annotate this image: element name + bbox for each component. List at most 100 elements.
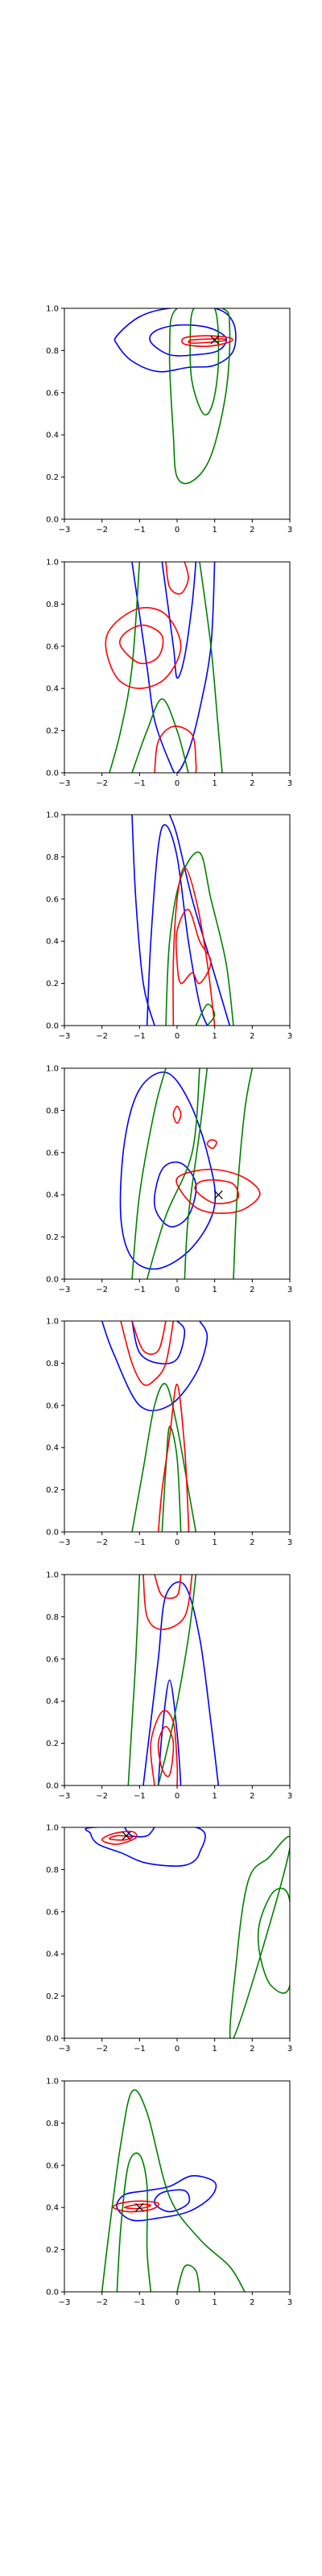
blue-contour-1	[85, 1827, 206, 1867]
plot-area	[127, 1575, 220, 1785]
y-tick-label: 0.6	[46, 1149, 59, 1158]
y-tick-label: 0.6	[46, 642, 59, 651]
x-tick-label: −3	[59, 1032, 71, 1041]
x-marker	[134, 2202, 144, 2212]
green-contour-4	[184, 1068, 208, 1279]
y-tick-label: 0.4	[46, 685, 59, 694]
green-contour-3	[131, 1068, 167, 1279]
x-tick-label: −2	[96, 1538, 108, 1547]
x-tick-label: −3	[59, 1538, 71, 1547]
blue-contour-2	[124, 1827, 155, 1838]
green-contour-3	[109, 562, 141, 773]
y-tick-label: 1.0	[46, 559, 59, 568]
x-tick-label: 0	[175, 1538, 180, 1547]
y-tick-label: 1.0	[46, 305, 59, 314]
y-tick-label: 0.8	[46, 853, 59, 862]
y-tick-label: 0.8	[46, 1107, 59, 1116]
green-contour-3	[127, 1575, 141, 1785]
x-tick-label: 1	[212, 1032, 217, 1041]
x-tick-label: −1	[134, 1032, 146, 1041]
y-tick-label: 0.6	[46, 1402, 59, 1410]
blue-contour-1	[114, 308, 237, 373]
y-tick-label: 0.0	[46, 1276, 59, 1285]
subplot-2: −3 −2 −1 0 1 2 3 0.0 0.2 0.4 0.6 0.8 1.0	[46, 559, 292, 789]
red-contour-8	[154, 725, 197, 773]
y-tick-label: 0.0	[46, 2289, 59, 2297]
y-tick-label: 0.8	[46, 1613, 59, 1622]
x-tick-label: −2	[96, 1792, 108, 1801]
green-contour-4	[116, 2152, 152, 2292]
x-tick-label: −1	[134, 779, 146, 788]
green-contour-5	[199, 562, 223, 773]
blue-contour-1	[119, 1071, 217, 1270]
red-contour-9	[172, 1105, 182, 1124]
blue-contour-1	[131, 562, 216, 773]
y-tick-label: 1.0	[46, 1065, 59, 1074]
plot-area	[101, 1321, 208, 1532]
x-tick-label: 0	[175, 2045, 180, 2054]
x-tick-label: −1	[134, 1286, 146, 1294]
y-tick-label: 0.2	[46, 980, 59, 989]
x-tick-label: 2	[250, 1792, 254, 1801]
y-tick-label: 0.8	[46, 2120, 59, 2128]
subplot-stack: −3 −2 −1 0 1 2 3 0.0 0.2 0.4 0.6 0.8 1.0 −3 −2 −1 0 1 2 3 0.…	[46, 305, 292, 2308]
x-tick-label: −3	[59, 2298, 71, 2307]
green-contour-6	[146, 1068, 200, 1279]
x-tick-label: 2	[250, 1286, 254, 1294]
green-contour-4	[161, 1426, 182, 1532]
blue-contour-2	[157, 1679, 182, 1785]
y-tick-label: 0.6	[46, 2161, 59, 2170]
x-tick-label: 2	[250, 779, 254, 788]
y-tick-label: 0.6	[46, 1908, 59, 1917]
y-tick-label: 0.6	[46, 1655, 59, 1664]
green-contour-4	[157, 1575, 197, 1785]
y-tick-label: 0.0	[46, 1022, 59, 1031]
x-tick-label: 1	[212, 1286, 217, 1294]
blue-contour-1	[116, 2175, 217, 2222]
x-tick-label: 2	[250, 2298, 254, 2307]
red-contour-6	[112, 2200, 159, 2213]
y-tick-label: 0.2	[46, 1233, 59, 1242]
green-contour-4	[165, 851, 234, 1026]
red-contour-5	[101, 1831, 138, 1845]
x-tick-label: −1	[134, 1792, 146, 1801]
red-contour-6	[105, 607, 182, 689]
x-tick-label: 3	[287, 1538, 292, 1547]
x-tick-label: 0	[175, 1792, 180, 1801]
x-marker	[210, 335, 220, 345]
red-contour-6	[157, 1725, 175, 1777]
y-tick-label: 0.0	[46, 770, 59, 778]
red-contour-6	[172, 866, 216, 1026]
x-tick-label: 1	[212, 2045, 217, 2054]
y-tick-label: 0.2	[46, 1740, 59, 1748]
x-tick-label: −1	[134, 526, 146, 535]
red-contour-6	[157, 1383, 190, 1532]
axes-frame	[64, 2080, 291, 2293]
red-contour-7	[142, 1575, 193, 1630]
y-tick-label: 0.4	[46, 1951, 59, 1959]
axes-frame	[64, 814, 291, 1026]
red-contour-7	[118, 624, 164, 665]
axes-frame	[64, 1827, 291, 2039]
y-tick-label: 0.4	[46, 938, 59, 947]
x-tick-label: −2	[96, 1286, 108, 1294]
x-tick-label: −2	[96, 1032, 108, 1041]
y-tick-label: 0.0	[46, 1529, 59, 1538]
red-contour-8	[154, 1575, 182, 1600]
subplot-3: −3 −2 −1 0 1 2 3 0.0 0.2 0.4 0.6 0.8 1.0	[46, 811, 292, 1042]
x-tick-label: −1	[134, 1538, 146, 1547]
x-tick-label: 1	[212, 1792, 217, 1801]
x-tick-label: −1	[134, 2045, 146, 2054]
red-contour-9	[165, 562, 189, 595]
x-tick-label: 3	[287, 2045, 292, 2054]
y-tick-label: 1.0	[46, 811, 59, 820]
y-tick-label: 0.2	[46, 473, 59, 482]
red-contour-6	[188, 338, 227, 345]
x-tick-label: 1	[212, 526, 217, 535]
y-tick-label: 0.2	[46, 2246, 59, 2255]
x-tick-label: 1	[212, 2298, 217, 2307]
x-tick-label: 0	[175, 1286, 180, 1294]
plot-area	[85, 1827, 290, 2038]
x-marker	[122, 1831, 131, 1840]
